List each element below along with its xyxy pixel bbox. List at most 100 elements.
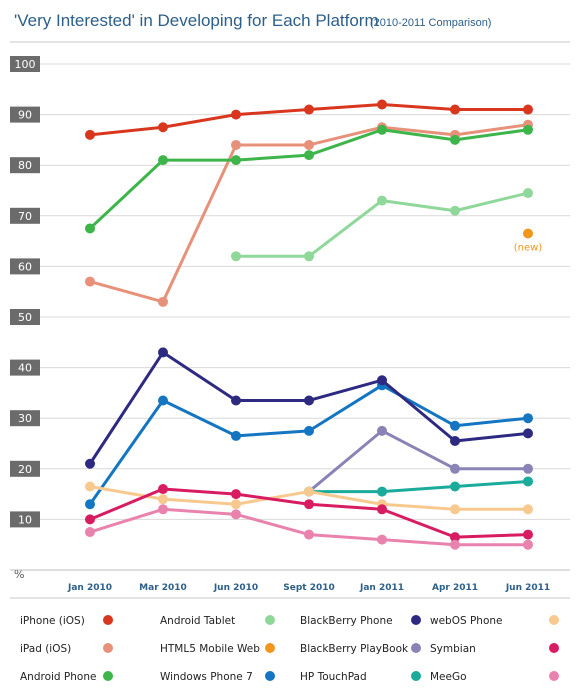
series-1 — [85, 119, 533, 307]
point-7-5 — [450, 463, 460, 474]
point-11-5 — [450, 539, 460, 550]
legend-label-0-2: BlackBerry Phone — [300, 615, 393, 627]
point-10-2 — [231, 489, 241, 500]
point-10-4 — [377, 504, 387, 515]
y-tick-box-80 — [10, 157, 40, 174]
x-tick-layer: Jan 2010 Mar 2010 Jun 2010 Sept 2010 Jan 201… — [67, 583, 550, 593]
x-tick-label-1: Mar 2010 — [139, 583, 187, 593]
x-tick-label-3: Sept 2010 — [283, 583, 335, 593]
legend-label-1-2: BlackBerry PlayBook — [300, 643, 409, 655]
point-10-5 — [450, 532, 460, 543]
legend-label-1-1: HTML5 Mobile Web — [160, 643, 260, 655]
point-0-3 — [304, 104, 314, 115]
y-tick-box-30 — [10, 410, 40, 427]
point-11-0 — [85, 527, 95, 538]
point-4-6 — [523, 228, 533, 239]
legend-swatch-0-3 — [549, 615, 559, 625]
point-6-2 — [231, 395, 241, 406]
point-0-0 — [85, 129, 95, 140]
point-6-6 — [523, 428, 533, 439]
point-9-1 — [158, 494, 168, 505]
y-tick-label-60: 60 — [18, 260, 32, 273]
point-2-1 — [158, 155, 168, 166]
y-tick-box-20 — [10, 460, 40, 477]
chart-title: 'Very Interested' in Developing for Each… — [14, 11, 379, 30]
point-11-4 — [377, 534, 387, 545]
y-tick-box-40 — [10, 359, 40, 376]
point-8-5 — [450, 481, 460, 492]
point-10-3 — [304, 499, 314, 510]
point-0-4 — [377, 99, 387, 110]
legend-label-0-1: Android Tablet — [160, 615, 235, 627]
point-8-6 — [523, 476, 533, 487]
point-6-1 — [158, 347, 168, 358]
series-0 — [85, 99, 533, 140]
point-11-6 — [523, 539, 533, 550]
legend-swatch-2-3 — [549, 671, 559, 681]
point-0-5 — [450, 104, 460, 115]
series-line-8-0 — [309, 479, 529, 494]
point-3-2 — [231, 251, 241, 262]
point-6-3 — [304, 395, 314, 406]
legend-label-2-0: Android Phone — [20, 671, 96, 683]
x-tick-label-6: Jun 2011 — [505, 583, 550, 593]
y-tick-label-50: 50 — [18, 311, 32, 324]
legend-swatch-0-1 — [265, 615, 275, 625]
legend-label-2-2: HP TouchPad — [300, 671, 367, 683]
y-tick-label-80: 80 — [18, 159, 32, 172]
point-10-1 — [158, 484, 168, 495]
legend-label-2-3: MeeGo — [430, 671, 467, 683]
point-5-1 — [158, 395, 168, 406]
y-tick-label-20: 20 — [18, 463, 32, 476]
series-3 — [231, 188, 533, 262]
point-5-2 — [231, 430, 241, 441]
x-tick-label-0: Jan 2010 — [67, 583, 112, 593]
point-2-6 — [523, 124, 533, 135]
y-tick-box-90 — [10, 106, 40, 123]
point-9-3 — [304, 486, 314, 497]
y-tick-box-70 — [10, 207, 40, 224]
point-2-4 — [377, 124, 387, 135]
point-0-2 — [231, 109, 241, 120]
y-tick-box-60 — [10, 258, 40, 275]
x-tick-label-4: Jan 2011 — [359, 583, 404, 593]
x-tick-label-2: Jun 2010 — [213, 583, 258, 593]
point-9-6 — [523, 504, 533, 515]
point-10-6 — [523, 529, 533, 540]
point-1-0 — [85, 276, 95, 287]
chart-subtitle: (2010-2011 Comparison) — [370, 17, 491, 29]
point-8-4 — [377, 486, 387, 497]
point-3-6 — [523, 188, 533, 199]
legend-swatch-1-2 — [411, 643, 421, 653]
y-tick-box-100 — [10, 56, 40, 72]
point-9-5 — [450, 504, 460, 515]
legend-swatch-0-2 — [411, 615, 421, 625]
point-7-6 — [523, 463, 533, 474]
legend-label-0-3: webOS Phone — [430, 615, 503, 627]
point-5-6 — [523, 413, 533, 424]
point-2-2 — [231, 155, 241, 166]
legend-swatch-1-1 — [265, 643, 275, 653]
point-6-0 — [85, 458, 95, 469]
legend-label-0-0: iPhone (iOS) — [20, 615, 85, 627]
series-6 — [85, 347, 533, 469]
series-10 — [85, 484, 533, 543]
series-5 — [85, 380, 533, 510]
point-11-1 — [158, 504, 168, 515]
point-1-1 — [158, 296, 168, 307]
y-tick-box-50 — [10, 309, 40, 325]
point-2-5 — [450, 134, 460, 145]
legend-swatch-2-2 — [411, 671, 421, 681]
point-7-4 — [377, 425, 387, 436]
point-9-2 — [231, 499, 241, 510]
point-1-3 — [304, 139, 314, 150]
point-3-5 — [450, 205, 460, 216]
y-tick-label-70: 70 — [18, 210, 32, 223]
point-6-5 — [450, 435, 460, 446]
x-tick-label-5: Apr 2011 — [432, 583, 478, 593]
point-3-4 — [377, 195, 387, 206]
point-0-6 — [523, 104, 533, 115]
legend-label-2-1: Windows Phone 7 — [160, 671, 253, 683]
